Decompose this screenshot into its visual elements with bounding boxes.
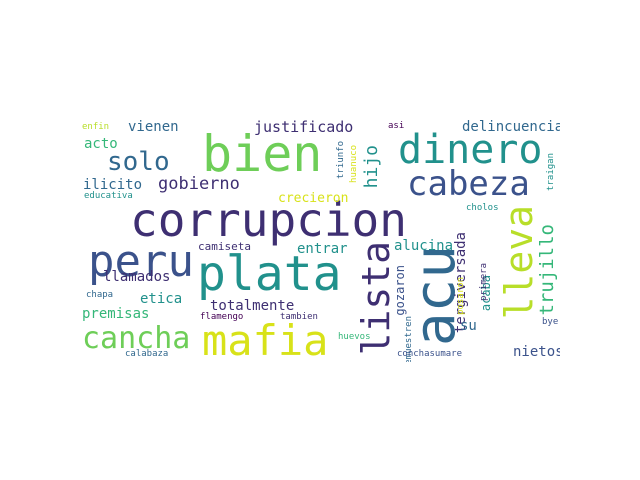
word-corrupcion: corrupcion — [130, 193, 407, 247]
word-triunfo: triunfo — [336, 141, 346, 179]
word-trujillo: trujillo — [536, 224, 558, 316]
word-asi: asi — [388, 121, 405, 131]
word-bien: bien — [202, 125, 323, 183]
word-tambien: tambien — [280, 312, 318, 322]
word-plata: plata — [197, 246, 342, 302]
word-camiseta: camiseta — [198, 240, 251, 253]
word-delincuencial: delincuencial — [462, 119, 560, 135]
word-gobierno: gobierno — [158, 174, 240, 194]
word-etica: etica — [140, 291, 183, 307]
word-acto: acto — [84, 136, 118, 152]
word-hijo: hijo — [361, 145, 382, 189]
word-chapa: chapa — [86, 290, 114, 300]
word-peru: peru — [88, 236, 194, 287]
word-totalmente: totalmente — [210, 298, 295, 314]
word-cabeza: cabeza — [407, 164, 530, 204]
word-vienen: vienen — [128, 119, 179, 135]
word-cholos: cholos — [466, 203, 499, 213]
word-solo: solo — [107, 147, 170, 177]
word-llamados: llamados — [103, 269, 171, 285]
word-cloud: corrupcion plata bien dinero mafia acu c… — [80, 117, 560, 362]
word-nietos: nietos — [513, 344, 560, 360]
word-dinero: dinero — [398, 127, 543, 173]
word-entrar: entrar — [297, 241, 348, 257]
word-bye: bye — [542, 317, 559, 327]
word-huanuco: huanuco — [349, 145, 359, 183]
word-alucina: alucina — [394, 238, 454, 254]
word-primera: primera — [479, 263, 489, 301]
word-lleva: lleva — [497, 205, 541, 320]
word-calabaza: calabaza — [125, 349, 169, 359]
word-mafia: mafia — [202, 316, 329, 362]
word-enfin: enfin — [82, 122, 110, 132]
word-ilicito: ilicito — [83, 177, 143, 193]
word-gozaron: gozaron — [393, 265, 407, 316]
word-su: su — [460, 318, 477, 334]
word-traigan: traigan — [546, 153, 556, 191]
word-flamengo: flamengo — [200, 312, 244, 322]
word-premisas: premisas — [82, 306, 150, 322]
word-crecieron: crecieron — [278, 191, 349, 206]
word-educativa: educativa — [84, 191, 133, 201]
word-conchasumare: conchasumare — [397, 349, 463, 359]
word-huevos: huevos — [338, 332, 371, 342]
word-posaron: posaron — [456, 277, 466, 315]
word-justificado: justificado — [254, 118, 354, 136]
word-cancha: cancha — [82, 321, 191, 356]
